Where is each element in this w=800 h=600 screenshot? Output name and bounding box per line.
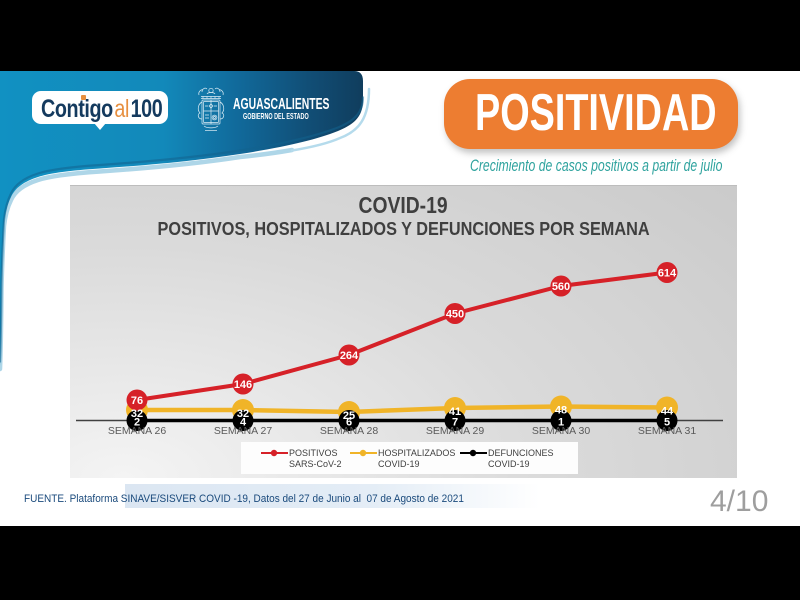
svg-text:SEMANA 30: SEMANA 30 [532,425,591,437]
svg-text:32: 32 [131,408,143,420]
svg-text:SEMANA 26: SEMANA 26 [108,425,167,437]
svg-text:560: 560 [552,281,570,293]
svg-text:SEMANA 31: SEMANA 31 [638,425,697,437]
svg-text:SEMANA 28: SEMANA 28 [320,425,379,437]
svg-text:DEFUNCIONES: DEFUNCIONES [488,448,554,458]
svg-text:SARS-CoV-2: SARS-CoV-2 [289,459,342,469]
svg-text:SEMANA 29: SEMANA 29 [426,425,485,437]
svg-text:1: 1 [558,417,564,429]
svg-text:6: 6 [346,417,352,429]
svg-text:25: 25 [343,410,355,422]
svg-text:SEMANA 27: SEMANA 27 [214,425,273,437]
svg-text:44: 44 [661,406,674,418]
svg-text:76: 76 [131,395,143,407]
svg-text:COVID-19: COVID-19 [378,459,420,469]
svg-text:264: 264 [340,350,359,362]
svg-text:5: 5 [664,417,670,429]
svg-text:4: 4 [240,417,247,429]
svg-text:7: 7 [452,417,458,429]
svg-text:614: 614 [658,268,677,280]
svg-text:450: 450 [446,309,464,321]
svg-text:POSITIVOS: POSITIVOS [289,448,338,458]
svg-text:146: 146 [234,379,252,391]
svg-text:32: 32 [237,408,249,420]
svg-text:2: 2 [134,417,140,429]
svg-text:41: 41 [449,406,461,418]
svg-text:COVID-19: COVID-19 [488,459,530,469]
svg-text:48: 48 [555,405,567,417]
svg-text:HOSPITALIZADOS: HOSPITALIZADOS [378,448,455,458]
